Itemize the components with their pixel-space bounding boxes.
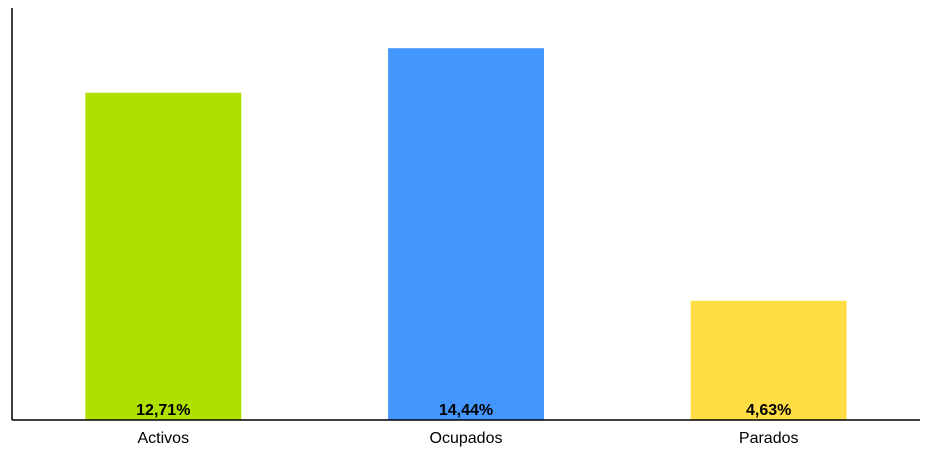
bar-ocupados (388, 48, 544, 420)
bars-group (85, 48, 847, 420)
bar-activos (85, 92, 242, 420)
data-label-ocupados: 14,44% (439, 402, 493, 419)
data-label-parados: 4,63% (746, 402, 791, 419)
data-label-activos: 12,71% (136, 402, 190, 419)
x-tick-label-parados: Parados (739, 430, 799, 447)
bar-parados (690, 300, 847, 420)
x-tick-label-activos: Activos (138, 430, 190, 447)
labels-group: 12,71% Activos 14,44% Ocupados 4,63% Parados (136, 402, 798, 447)
x-tick-label-ocupados: Ocupados (430, 430, 503, 447)
